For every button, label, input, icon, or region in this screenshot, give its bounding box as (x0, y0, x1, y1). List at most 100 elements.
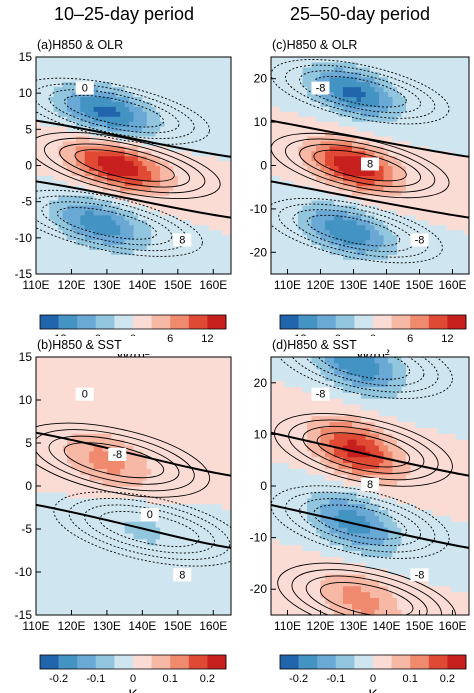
y-tick-label: 10 (19, 86, 33, 100)
colorbar-swatch (280, 655, 299, 669)
column-title-left: 10–25-day period (54, 4, 194, 24)
y-tick-label: 0 (25, 159, 32, 173)
x-tick-label: 140E (128, 278, 156, 292)
contour-label-bg (173, 233, 192, 247)
panel-a: 0 8 (a)H850 & OLR 110E 120E 130E 140E 150E 160E 1… (15, 36, 232, 362)
panel-label-bg (272, 36, 387, 54)
colorbar-tick-label: -0.1 (86, 673, 105, 685)
contour-label: 0 (82, 389, 88, 401)
y-tick-label: 10 (254, 115, 268, 129)
x-tick-label: 150E (164, 278, 192, 292)
x-tick-label: 110E (274, 619, 301, 633)
colorbar-swatch (207, 655, 227, 669)
contour-label-bg (311, 81, 330, 95)
colorbar-swatch (188, 315, 208, 329)
colorbar-swatch (170, 315, 190, 329)
colorbar-swatch (95, 315, 115, 329)
colorbar-swatch (410, 655, 430, 669)
y-tick-label: 20 (254, 376, 268, 390)
colorbar-swatch (428, 655, 448, 669)
panel-label: (d)H850 & SST (272, 338, 357, 352)
panel-b: 0 -8 0 8 (b)H850 & SST 110E 120E 130E 140E 150E 16… (15, 336, 232, 693)
contour-label-bg (311, 387, 330, 401)
colorbar-tick-label: 6 (407, 333, 413, 345)
x-tick-label: 130E (93, 278, 121, 292)
colorbar-tick-label: 0 (130, 673, 136, 685)
panel-label: (a)H850 & OLR (37, 38, 123, 52)
colorbar-swatch (298, 315, 318, 329)
x-tick-label: 110E (22, 619, 49, 633)
colorbar-swatch (133, 655, 152, 669)
colorbar-swatch (447, 315, 467, 329)
y-tick-label: -15 (15, 608, 33, 622)
x-tick-label: 150E (164, 619, 192, 633)
contour-label-bg (75, 387, 94, 401)
colorbar-swatch (428, 315, 448, 329)
colorbar-swatch (77, 315, 97, 329)
colorbar-tick-label: 0.1 (403, 673, 418, 685)
contour-label: 8 (179, 569, 185, 581)
y-tick-label: -10 (15, 565, 33, 579)
colorbar-swatch (373, 315, 392, 329)
panel-label: (b)H850 & SST (37, 338, 122, 352)
x-tick-label: 160E (199, 278, 227, 292)
colorbar-tick-label: 0.2 (200, 673, 215, 685)
shading-field (271, 57, 469, 274)
y-tick-label: 10 (19, 393, 33, 407)
contour-label-bg (410, 233, 429, 247)
colorbar-unit: K (368, 686, 378, 693)
colorbar-swatch (317, 315, 337, 329)
colorbar-swatch (373, 655, 392, 669)
colorbar-swatch (151, 655, 171, 669)
contour-label: 8 (367, 479, 373, 491)
shading-field (36, 357, 231, 615)
colorbar-swatch (280, 315, 299, 329)
contour-label: 0 (82, 83, 88, 95)
contour-label-bg (75, 81, 94, 95)
colorbar-tick-label: 0 (370, 673, 376, 685)
colorbar-tick-label: 6 (167, 333, 173, 345)
contour-label-bg (361, 478, 379, 491)
x-tick-label: 130E (339, 619, 367, 633)
x-tick-label: 150E (405, 278, 433, 292)
y-tick-label: -10 (15, 231, 33, 245)
colorbar-unit: K (128, 686, 138, 693)
y-tick-label: 20 (254, 72, 268, 86)
colorbar-swatch (354, 655, 374, 669)
colorbar-swatch (170, 655, 190, 669)
x-tick-label: 160E (438, 619, 466, 633)
colorbar-swatch (95, 655, 115, 669)
x-tick-label: 120E (57, 619, 85, 633)
y-tick-label: -10 (250, 531, 268, 545)
contour-label-bg (140, 508, 159, 522)
colorbar-swatch (133, 315, 152, 329)
colorbar-swatch (391, 315, 411, 329)
contour-label-bg (173, 568, 192, 582)
y-tick-label: 0 (25, 479, 32, 493)
contour-label: -8 (415, 569, 425, 581)
colorbar-swatch (114, 655, 134, 669)
contours (36, 422, 231, 567)
colorbar-swatch (335, 655, 355, 669)
contour-label-bg (410, 568, 429, 582)
x-tick-label: 160E (438, 278, 466, 292)
contour-label: 8 (367, 159, 373, 171)
y-tick-label: 10 (254, 427, 268, 441)
panel-label: (c)H850 & OLR (272, 38, 357, 52)
y-tick-label: -5 (21, 195, 32, 209)
y-tick-label: 15 (19, 50, 33, 64)
colorbar-swatch (40, 655, 59, 669)
x-tick-label: 140E (128, 619, 156, 633)
panel-d: -8 8 -8 (d)H850 & SST 110E 120E 130E 140E 150E 16… (250, 336, 470, 693)
colorbar-swatch (77, 655, 97, 669)
panel-c: -8 8 -8 (c)H850 & OLR 110E 120E 130E 140E 150E 16… (250, 36, 470, 362)
panel-label-bg (37, 36, 152, 54)
y-tick-label: -20 (250, 582, 268, 596)
colorbar-tick-label: 12 (441, 333, 453, 345)
x-tick-label: 160E (199, 619, 227, 633)
y-tick-label: 5 (25, 436, 32, 450)
contour-label: -8 (316, 83, 326, 95)
colorbar-swatch (391, 655, 411, 669)
y-tick-label: 0 (260, 159, 267, 173)
